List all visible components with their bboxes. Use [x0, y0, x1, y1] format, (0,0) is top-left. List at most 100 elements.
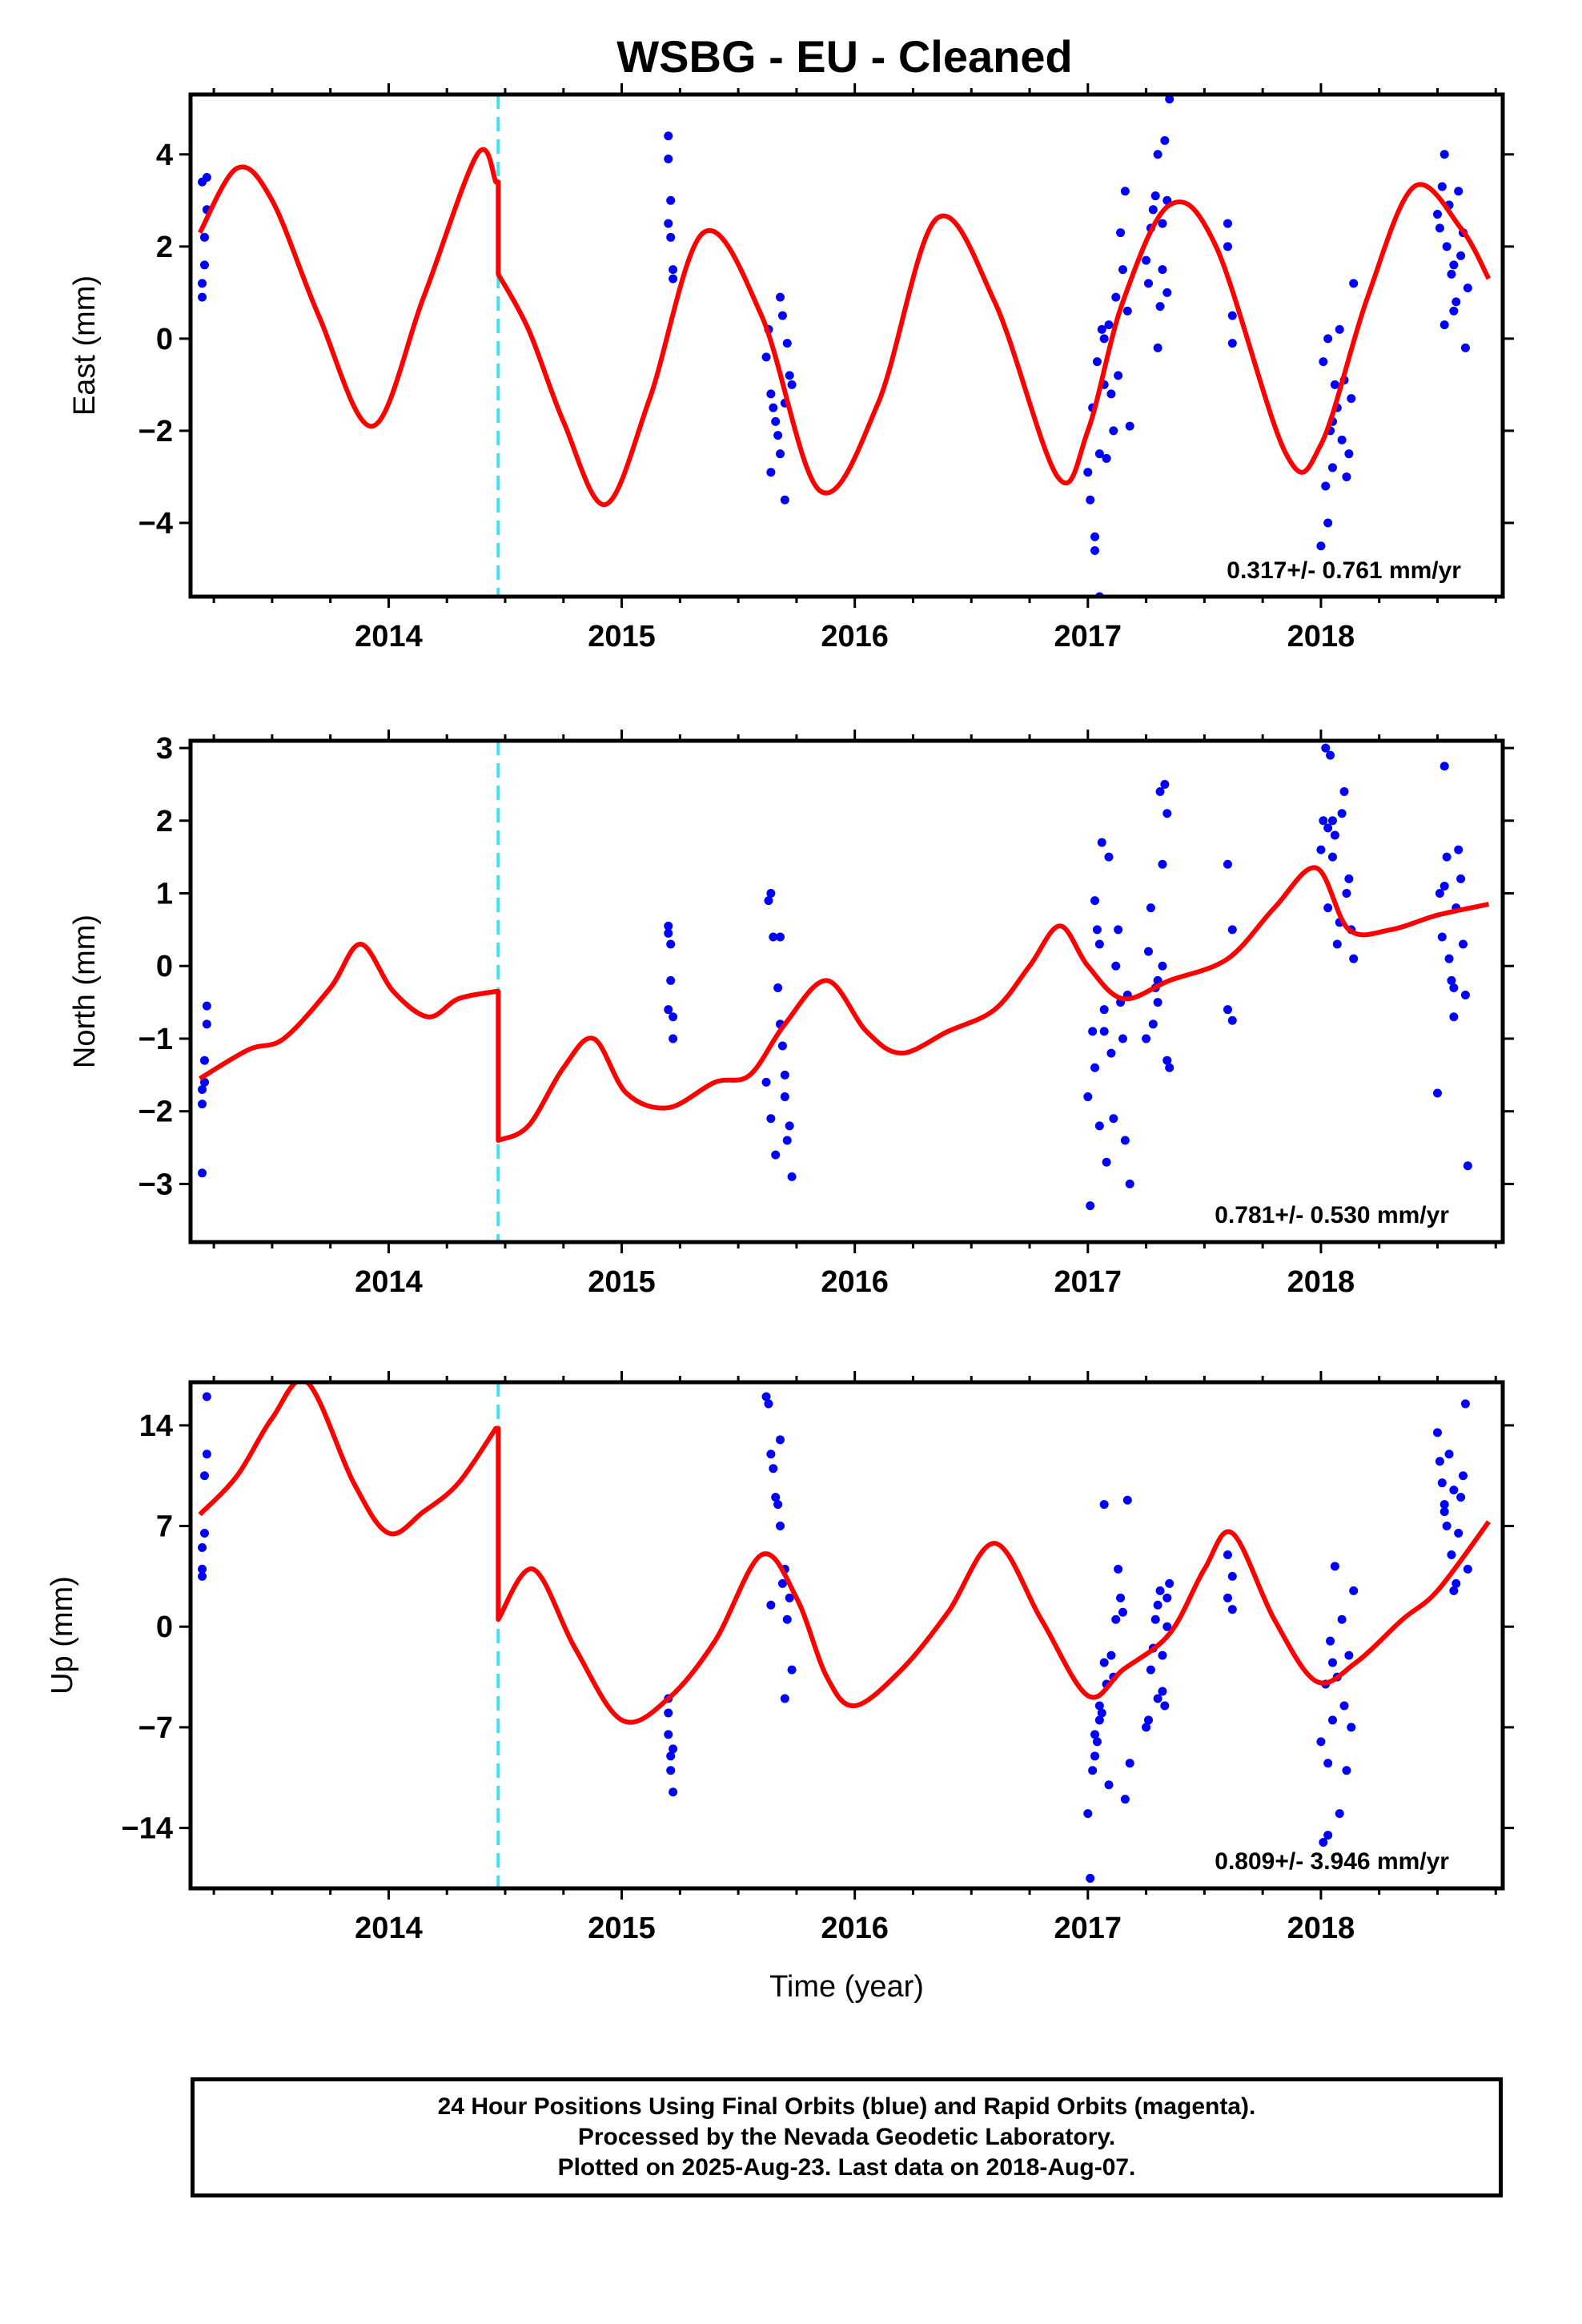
- data-point: [1146, 1665, 1155, 1675]
- data-point: [1449, 1586, 1459, 1595]
- data-point: [1090, 1063, 1100, 1072]
- data-point: [761, 1392, 771, 1401]
- data-point: [1106, 389, 1116, 399]
- data-point: [1344, 874, 1354, 883]
- data-point: [1437, 1478, 1447, 1488]
- x-tick-label: 2016: [821, 620, 889, 653]
- data-point: [1223, 242, 1232, 251]
- x-tick-label: 2018: [1287, 620, 1355, 653]
- data-point: [198, 1542, 207, 1552]
- plot-area: [198, 741, 1490, 1242]
- y-tick-label: 4: [156, 139, 173, 172]
- data-point: [1323, 518, 1333, 528]
- data-point: [1099, 1027, 1109, 1036]
- data-point: [202, 1392, 211, 1401]
- data-point: [1327, 1658, 1337, 1667]
- data-point: [1449, 306, 1459, 316]
- data-point: [769, 932, 778, 942]
- data-point: [1122, 1495, 1132, 1505]
- data-point: [1114, 1564, 1123, 1574]
- y-axis-label: East (mm): [68, 275, 102, 416]
- data-point: [1342, 1766, 1351, 1775]
- data-point: [1162, 287, 1172, 297]
- data-point: [785, 371, 794, 380]
- data-point: [1442, 852, 1452, 862]
- data-point: [1449, 1486, 1459, 1495]
- data-point: [1111, 292, 1121, 302]
- data-point: [1319, 1838, 1328, 1848]
- data-point: [1326, 1636, 1335, 1646]
- plot-frame: [188, 1380, 1505, 1891]
- data-point: [1092, 357, 1102, 367]
- data-point: [1083, 1809, 1093, 1819]
- data-point: [1444, 954, 1454, 963]
- data-point: [1344, 1651, 1354, 1660]
- data-point: [1327, 463, 1337, 472]
- data-point: [1447, 1550, 1456, 1559]
- data-point: [1454, 187, 1464, 196]
- velocity-rate-label: 0.809+/- 3.946 mm/yr: [1215, 1848, 1449, 1875]
- data-point: [1327, 852, 1337, 862]
- data-point: [1106, 1651, 1116, 1660]
- data-point: [1327, 816, 1337, 826]
- data-point: [199, 1471, 209, 1481]
- data-point: [198, 292, 207, 302]
- data-point: [1153, 1600, 1162, 1610]
- data-point: [764, 896, 773, 906]
- data-point: [1432, 1428, 1442, 1437]
- data-point: [1223, 219, 1232, 228]
- data-point: [199, 1055, 209, 1065]
- data-point: [199, 1529, 209, 1538]
- y-axis-label: North (mm): [68, 915, 102, 1068]
- data-point: [198, 1571, 207, 1581]
- data-point: [1435, 889, 1444, 899]
- data-point: [1463, 1161, 1472, 1171]
- data-point: [198, 279, 207, 288]
- data-point: [1086, 1201, 1095, 1211]
- y-tick-label: −4: [139, 507, 173, 541]
- data-point: [1094, 1701, 1104, 1711]
- data-point: [1444, 1449, 1454, 1459]
- data-point: [1439, 1507, 1449, 1517]
- data-point: [669, 274, 678, 283]
- data-point: [199, 232, 209, 242]
- data-point: [664, 155, 673, 164]
- velocity-rate-label: 0.317+/- 0.761 mm/yr: [1227, 557, 1461, 584]
- data-point: [1460, 343, 1470, 352]
- data-point: [1439, 762, 1449, 771]
- data-point: [766, 1114, 776, 1124]
- data-point: [1088, 1027, 1098, 1036]
- x-tick-label: 2017: [1054, 620, 1122, 653]
- data-point: [1435, 1457, 1444, 1466]
- data-point: [1330, 830, 1339, 840]
- data-point: [1120, 1136, 1130, 1145]
- data-point: [771, 1150, 781, 1160]
- data-point: [1104, 1780, 1114, 1790]
- data-point: [1116, 228, 1126, 238]
- data-point: [1158, 1687, 1167, 1696]
- data-point: [1122, 306, 1132, 316]
- data-point: [1437, 932, 1447, 942]
- data-point: [1146, 903, 1155, 913]
- data-point: [1223, 859, 1232, 869]
- data-point: [776, 932, 785, 942]
- data-point: [1143, 279, 1153, 288]
- data-point: [1439, 320, 1449, 330]
- data-point: [776, 1522, 785, 1531]
- data-point: [1449, 1012, 1459, 1022]
- data-point: [776, 449, 785, 459]
- data-point: [1099, 1658, 1109, 1667]
- data-point: [666, 195, 676, 205]
- data-point: [1435, 223, 1444, 233]
- data-point: [1104, 852, 1114, 862]
- data-point: [1442, 242, 1452, 251]
- y-tick-label: 14: [139, 1409, 173, 1443]
- data-point: [1090, 1730, 1100, 1739]
- data-point: [761, 352, 771, 362]
- data-point: [1319, 357, 1328, 367]
- plot-area: [198, 1382, 1491, 1888]
- data-point: [764, 1399, 773, 1409]
- data-point: [1447, 975, 1456, 985]
- data-point: [1116, 1593, 1126, 1602]
